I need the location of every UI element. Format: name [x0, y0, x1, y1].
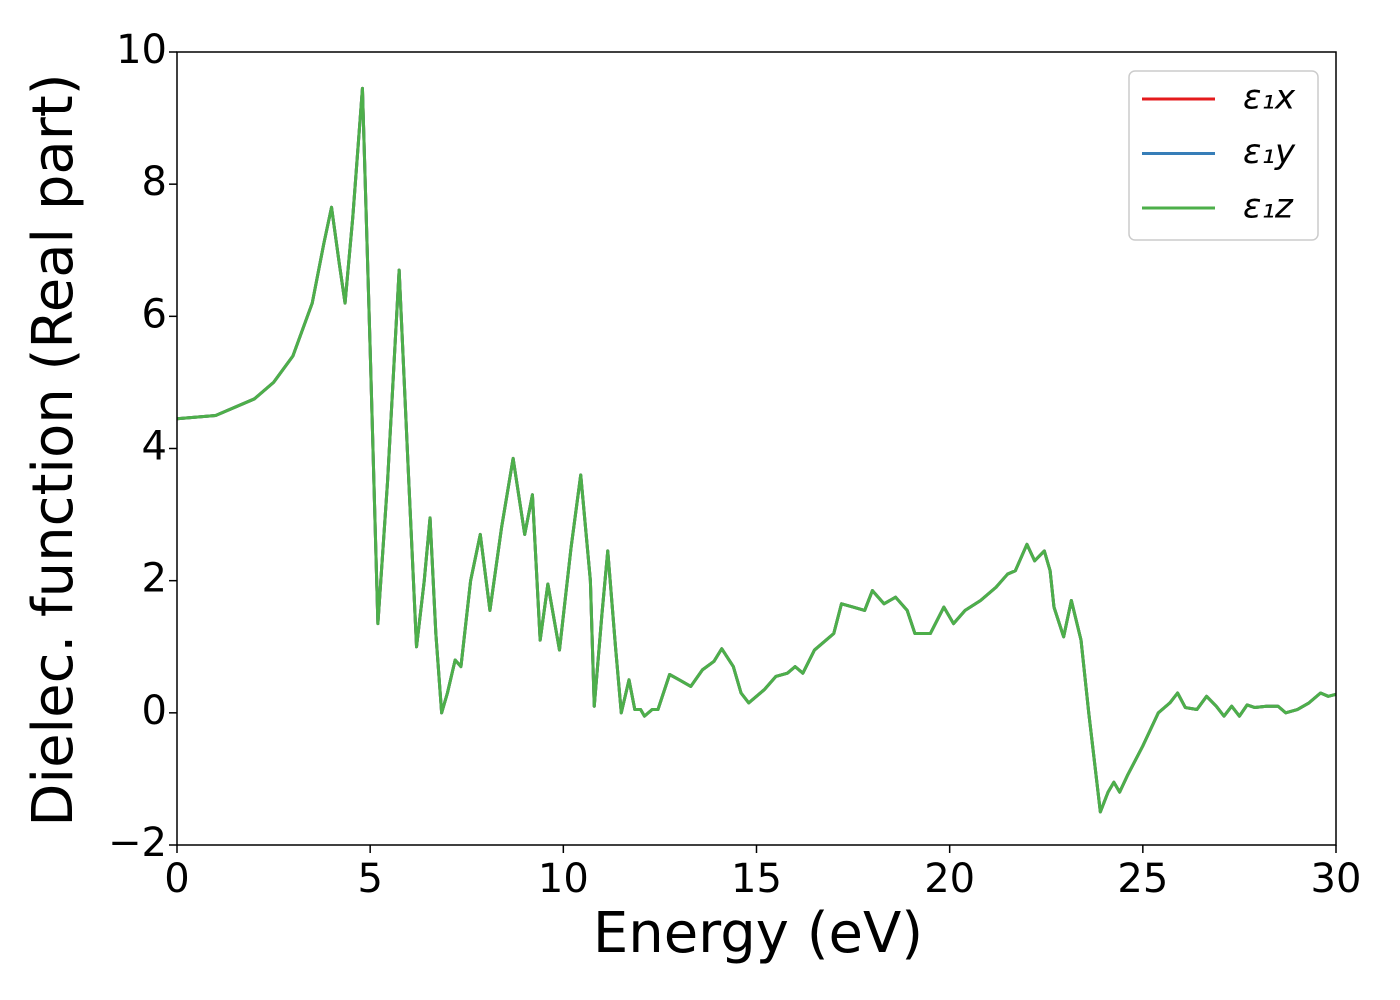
- y-tick-label: 8: [142, 159, 167, 205]
- x-tick-label: 15: [731, 856, 782, 902]
- y-axis-label: Dielec. function (Real part): [21, 73, 86, 826]
- y-tick-label: 2: [142, 556, 167, 602]
- y-tick-label: 10: [116, 27, 167, 73]
- series-line: [176, 86, 1337, 814]
- x-tick-label: 5: [357, 856, 382, 902]
- y-tick-label: 4: [142, 424, 167, 470]
- legend-label: ε₁x: [1243, 78, 1296, 118]
- x-tick-label: 25: [1117, 856, 1168, 902]
- x-tick-label: 0: [164, 856, 189, 902]
- legend-box: [1128, 70, 1319, 241]
- y-tick-label: 6: [142, 291, 167, 337]
- x-tick-label: 20: [924, 856, 975, 902]
- legend-label: ε₁y: [1243, 132, 1296, 172]
- x-tick-label: 30: [1311, 856, 1362, 902]
- y-tick-label: 0: [142, 688, 167, 734]
- x-tick-label: 10: [538, 856, 589, 902]
- x-axis-label: Energy (eV): [593, 901, 923, 966]
- y-tick-label: −2: [108, 820, 167, 866]
- plot-frame: [176, 51, 1337, 846]
- legend-label: ε₁z: [1243, 187, 1294, 227]
